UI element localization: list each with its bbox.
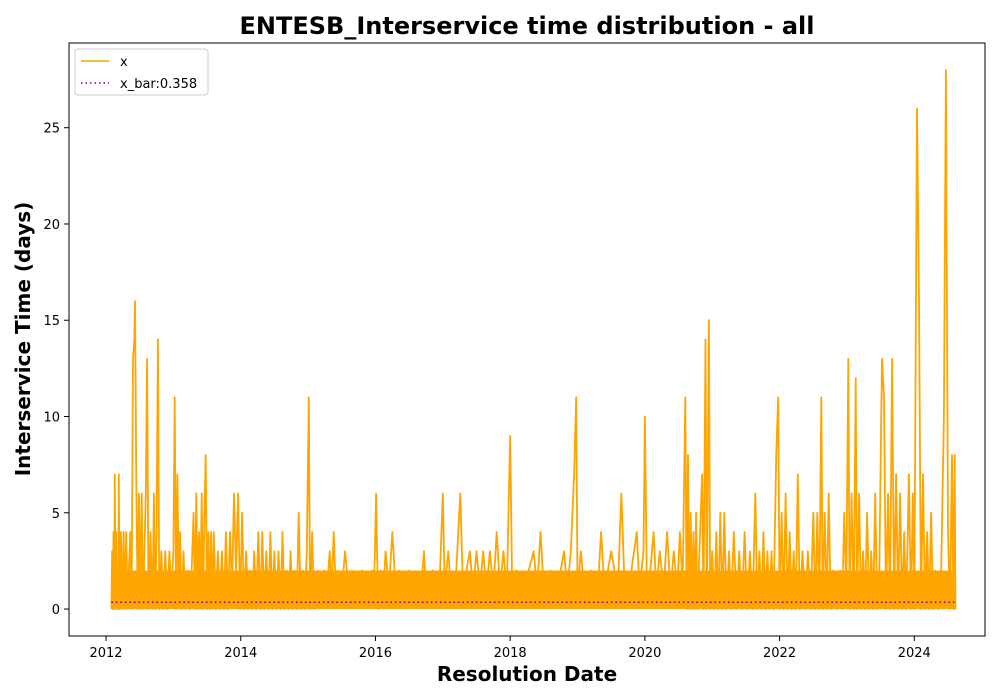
plot-area-frame — [68, 42, 986, 637]
x-tick-label: 2016 — [359, 646, 392, 661]
series-x-line — [110, 69, 957, 610]
y-tick-label: 20 — [43, 218, 60, 233]
chart-title: ENTESB_Interservice time distribution - … — [240, 12, 815, 40]
x-axis-ticks: 2012 2014 2016 2018 2020 2022 2024 — [89, 636, 931, 661]
legend: x x_bar:0.358 — [74, 48, 209, 96]
legend-label-x: x — [120, 55, 128, 70]
x-axis-label: Resolution Date — [437, 662, 617, 686]
y-tick-label: 25 — [43, 122, 60, 137]
series-layer — [110, 69, 957, 610]
x-tick-label: 2020 — [628, 646, 661, 661]
x-tick-label: 2022 — [763, 646, 796, 661]
y-axis-ticks: 0 5 10 15 20 25 — [43, 122, 69, 618]
legend-label-x-bar: x_bar:0.358 — [120, 77, 197, 92]
y-tick-label: 0 — [52, 603, 60, 618]
x-tick-label: 2012 — [89, 646, 122, 661]
y-tick-label: 10 — [43, 411, 60, 426]
y-tick-label: 5 — [52, 507, 60, 522]
x-tick-label: 2024 — [898, 646, 931, 661]
x-tick-label: 2014 — [224, 646, 257, 661]
y-tick-label: 15 — [43, 314, 60, 329]
y-axis-label: Interservice Time (days) — [11, 202, 35, 477]
x-tick-label: 2018 — [494, 646, 527, 661]
